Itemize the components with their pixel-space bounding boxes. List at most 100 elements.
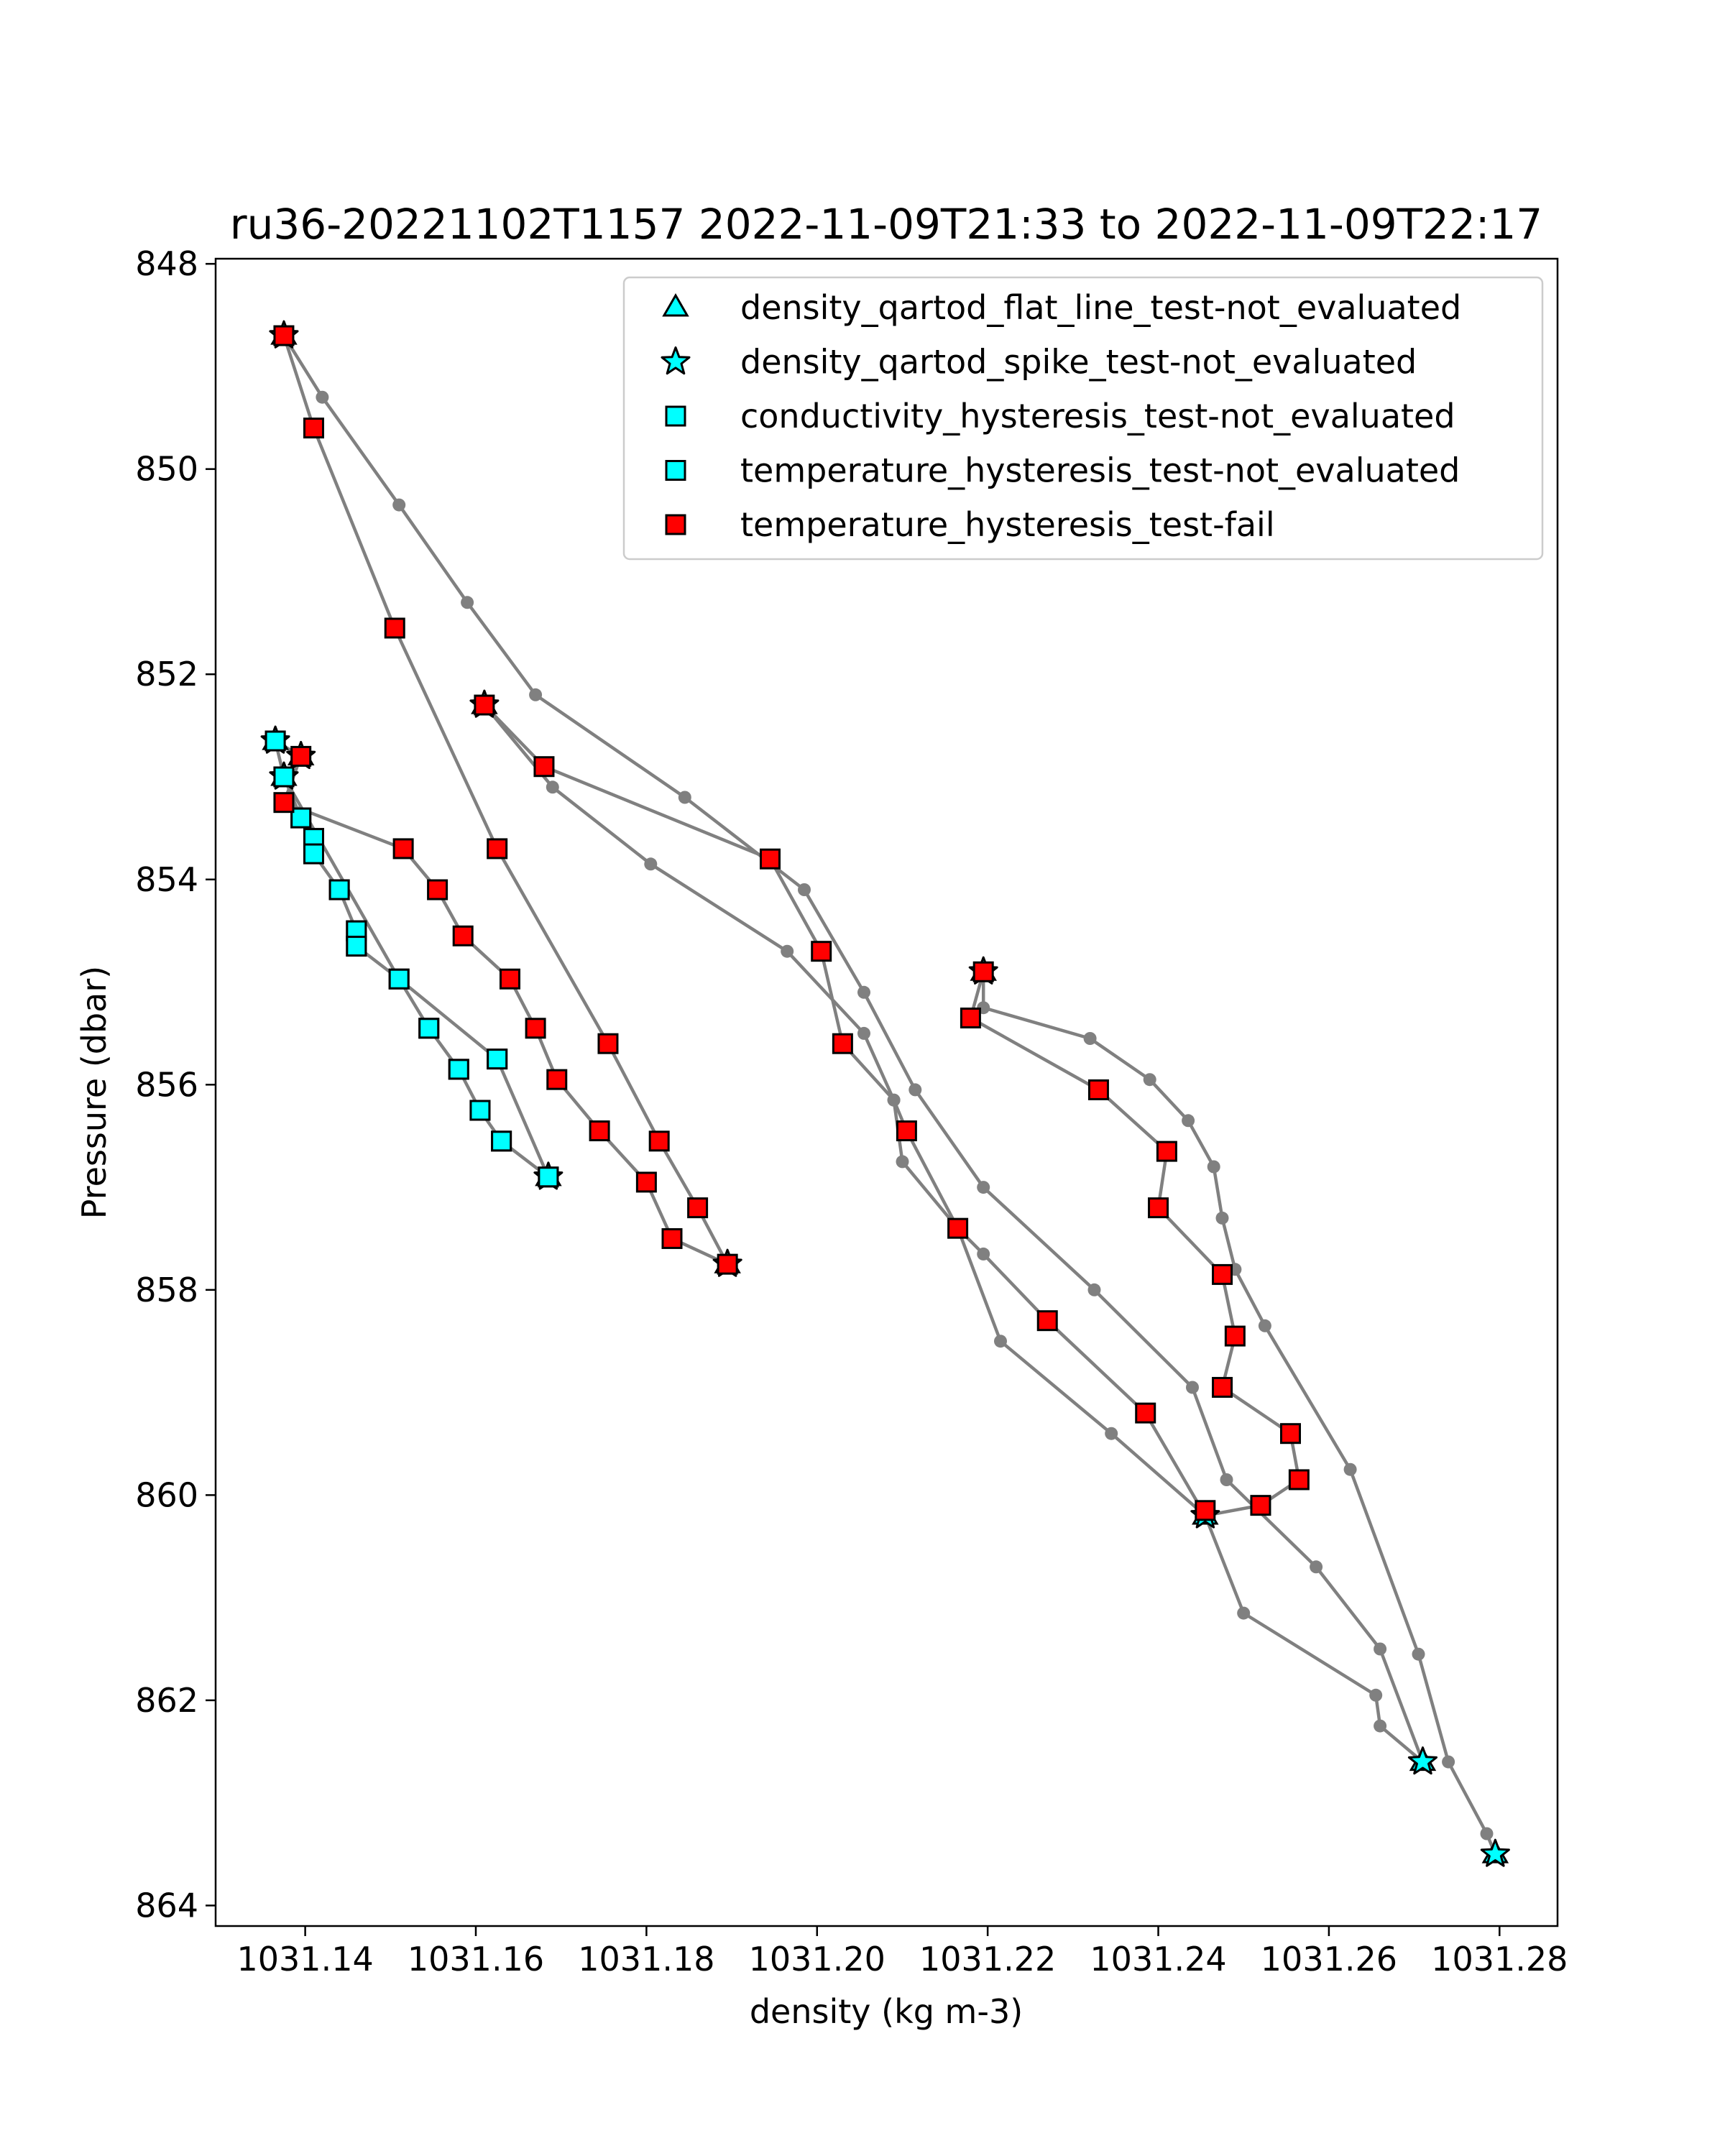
legend-square-icon	[665, 460, 686, 481]
square-marker	[491, 1130, 512, 1152]
square-marker	[1212, 1263, 1233, 1285]
legend-label: temperature_hysteresis_test-fail	[740, 505, 1275, 544]
y-tick-label: 860	[135, 1475, 198, 1514]
square-marker	[474, 694, 495, 716]
square-marker	[273, 325, 295, 346]
legend-item: temperature_hysteresis_test-fail	[665, 505, 1275, 544]
profile-point	[1310, 1560, 1323, 1574]
star-marker	[1407, 1746, 1438, 1775]
profile-point	[1220, 1473, 1233, 1486]
legend-box	[622, 276, 1544, 561]
profile-point	[1343, 1462, 1357, 1476]
x-tick-label: 1031.20	[749, 1940, 886, 1978]
square-marker	[303, 843, 324, 865]
plot-area-frame	[214, 257, 1559, 1927]
profile-point	[1374, 1642, 1387, 1656]
x-axis: 1031.14 1031.16 1031.18 1031.20 1031.22 1031.…	[237, 1926, 1568, 1978]
profile-point	[1186, 1381, 1199, 1394]
profile-point	[316, 390, 329, 404]
profile-line-3	[483, 704, 1207, 1517]
profile-point	[977, 1181, 990, 1194]
legend-label: density_qartod_spike_test-not_evaluated	[740, 343, 1417, 382]
profile-point	[1412, 1647, 1425, 1661]
chart-title: ru36-20221102T1157 2022-11-09T21:33 to 2…	[230, 200, 1542, 249]
square-marker	[290, 807, 312, 829]
square-marker	[388, 968, 410, 990]
y-tick-label: 852	[135, 655, 198, 694]
profile-point	[392, 498, 406, 512]
square-marker	[264, 730, 286, 752]
y-tick-label: 862	[135, 1681, 198, 1720]
square-marker	[648, 1130, 670, 1152]
legend-square-icon	[665, 405, 686, 427]
square-marker	[661, 1227, 683, 1249]
profile-point	[529, 688, 543, 701]
square-marker	[418, 1018, 440, 1039]
square-marker	[1288, 1469, 1310, 1491]
square-marker	[273, 766, 295, 788]
profile-point	[1087, 1283, 1101, 1296]
profile-point	[1143, 1073, 1156, 1087]
square-marker	[635, 1171, 657, 1193]
y-tick-label: 864	[135, 1886, 198, 1925]
profile-point	[1369, 1688, 1383, 1702]
profile-point	[994, 1335, 1007, 1348]
square-marker	[1135, 1402, 1156, 1424]
legend-item: temperature_hysteresis_test-not_evaluate…	[665, 451, 1460, 490]
x-tick-label: 1031.24	[1090, 1940, 1226, 1978]
profile-point	[887, 1093, 901, 1107]
y-axis: 848 850 852 854 856 858 860 862 864	[135, 244, 216, 1925]
series-5	[273, 325, 1310, 1521]
legend-label: temperature_hysteresis_test-not_evaluate…	[740, 451, 1460, 490]
square-marker	[1279, 1423, 1301, 1445]
square-marker	[328, 879, 350, 900]
square-marker	[1156, 1141, 1177, 1162]
data-markers	[260, 320, 1510, 1867]
square-marker	[273, 792, 295, 814]
profile-point	[857, 1026, 870, 1040]
legend-item: density_qartod_spike_test-not_evaluated	[661, 343, 1417, 382]
profile-line-8	[981, 972, 1497, 1855]
square-marker	[546, 1069, 568, 1090]
y-tick-label: 858	[135, 1271, 198, 1309]
square-marker	[960, 1007, 981, 1028]
square-marker	[1087, 1079, 1109, 1100]
square-marker	[290, 745, 312, 767]
square-marker	[717, 1253, 738, 1275]
profile-point	[1442, 1755, 1455, 1769]
y-tick-label: 850	[135, 450, 198, 489]
x-tick-label: 1031.28	[1431, 1940, 1568, 1978]
star-marker	[1480, 1838, 1510, 1867]
square-marker	[1036, 1310, 1058, 1332]
legend-label: conductivity_hysteresis_test-not_evaluat…	[740, 397, 1455, 436]
profile-point	[1480, 1827, 1494, 1841]
profile-point	[1105, 1427, 1118, 1440]
y-tick-label: 856	[135, 1065, 198, 1104]
legend-item: conductivity_hysteresis_test-not_evaluat…	[665, 397, 1455, 436]
profile-point	[546, 780, 559, 794]
profile-point	[644, 857, 658, 871]
profile-point	[857, 985, 870, 999]
square-marker	[487, 1049, 508, 1070]
profile-point	[1083, 1032, 1097, 1045]
square-marker	[469, 1100, 491, 1121]
square-marker	[1212, 1376, 1233, 1398]
square-marker	[687, 1197, 709, 1219]
x-tick-label: 1031.26	[1261, 1940, 1397, 1978]
legend-square-icon	[665, 514, 686, 535]
square-marker	[303, 418, 324, 439]
y-tick-label: 848	[135, 244, 198, 283]
square-marker	[1224, 1325, 1246, 1347]
square-marker	[589, 1120, 610, 1142]
x-tick-label: 1031.18	[578, 1940, 714, 1978]
square-marker	[452, 925, 474, 946]
profile-point	[1237, 1606, 1251, 1620]
square-marker	[427, 879, 448, 900]
square-marker	[533, 756, 555, 778]
profile-point	[781, 944, 794, 958]
series-4	[264, 730, 559, 1188]
profile-point	[908, 1083, 922, 1097]
profile-line-1	[282, 334, 1425, 1763]
square-marker	[811, 941, 832, 962]
